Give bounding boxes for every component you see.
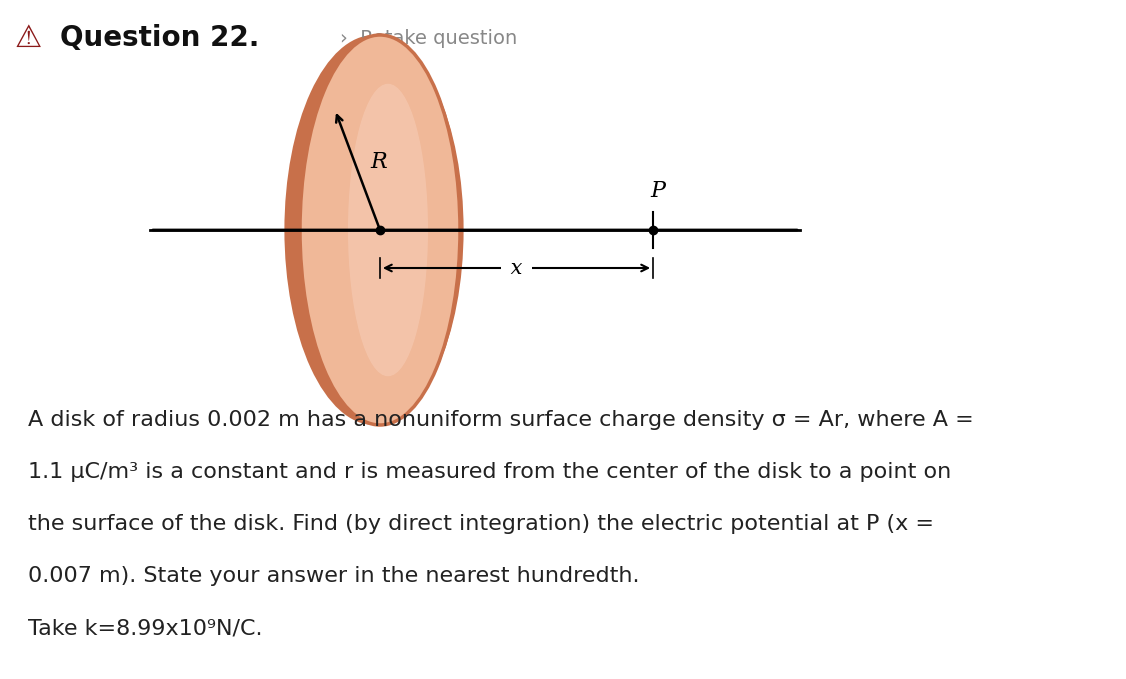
Text: the surface of the disk. Find (by direct integration) the electric potential at : the surface of the disk. Find (by direct… <box>28 514 933 534</box>
Text: R: R <box>370 151 386 173</box>
Text: ›  Retake question: › Retake question <box>340 29 517 48</box>
Text: P: P <box>651 180 665 202</box>
Ellipse shape <box>300 35 461 425</box>
Ellipse shape <box>348 84 428 376</box>
Text: Take k=8.99x10⁹N/C.: Take k=8.99x10⁹N/C. <box>28 618 262 638</box>
Text: A disk of radius 0.002 m has a nonuniform surface charge density σ = Ar, where A: A disk of radius 0.002 m has a nonunifor… <box>28 410 974 430</box>
Text: Question 22.: Question 22. <box>60 24 259 52</box>
Text: 0.007 m). State your answer in the nearest hundredth.: 0.007 m). State your answer in the neare… <box>28 566 640 586</box>
Ellipse shape <box>285 35 464 425</box>
Text: ⚠: ⚠ <box>15 24 42 52</box>
Text: x: x <box>504 259 529 278</box>
Text: 1.1 μC/m³ is a constant and r is measured from the center of the disk to a point: 1.1 μC/m³ is a constant and r is measure… <box>28 462 951 482</box>
